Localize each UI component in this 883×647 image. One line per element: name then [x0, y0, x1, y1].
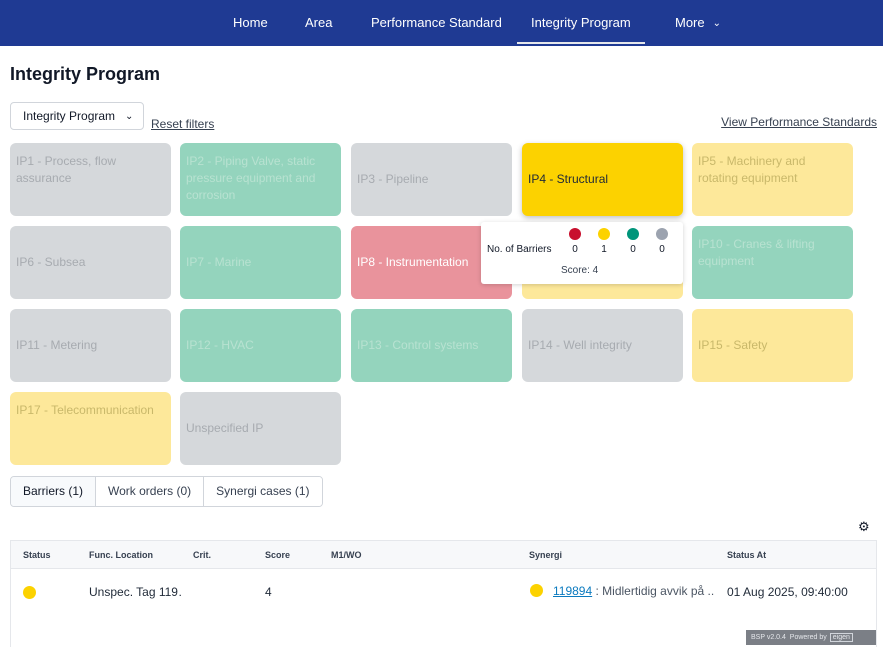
- green-count: 0: [630, 244, 636, 255]
- version-badge: BSP v2.0.4 Powered by eigen: [746, 630, 876, 645]
- ip-tile-label: IP12 - HVAC: [186, 338, 254, 352]
- column-header-status[interactable]: Status: [23, 550, 51, 560]
- synergi-case-link[interactable]: 119894: [553, 584, 593, 598]
- ip-tile-label: Unspecified IP: [186, 421, 264, 435]
- ip-tile[interactable]: IP7 - Marine: [180, 226, 341, 299]
- ip-tile[interactable]: IP4 - Structural: [522, 143, 683, 216]
- ip-tile[interactable]: IP13 - Control systems: [351, 309, 512, 382]
- column-header-m1wo[interactable]: M1/WO: [331, 550, 362, 560]
- column-header-score[interactable]: Score: [265, 550, 291, 560]
- tab-barriers[interactable]: Barriers (1): [11, 477, 97, 506]
- tab-synergi-cases[interactable]: Synergi cases (1): [204, 477, 322, 506]
- powered-by-text: Powered by: [789, 634, 827, 641]
- nav-performance-standard[interactable]: Performance Standard: [371, 15, 502, 30]
- ip-tile-label: IP10 - Cranes & lifting equipment: [698, 237, 815, 268]
- status-at-cell: 01 Aug 2025, 09:40:00: [727, 585, 848, 599]
- view-performance-standards-link[interactable]: View Performance Standards: [721, 115, 877, 129]
- barrier-tooltip: No. of Barriers 0 1 0 0 Score: 4: [481, 222, 683, 284]
- chevron-down-icon: ⌄: [125, 111, 134, 122]
- ip-tile[interactable]: IP6 - Subsea: [10, 226, 171, 299]
- func-location-cell: Unspec. Tag 119…: [89, 585, 181, 599]
- ip-tile[interactable]: IP17 - Telecommunication: [10, 392, 171, 465]
- ip-tile-label: IP1 - Process, flow assurance: [16, 154, 117, 185]
- ip-tile-label: IP7 - Marine: [186, 255, 252, 269]
- page-title: Integrity Program: [10, 64, 161, 84]
- version-text: BSP v2.0.4: [751, 634, 786, 641]
- ip-tile[interactable]: IP14 - Well integrity: [522, 309, 683, 382]
- nav-more-label: More: [675, 15, 705, 30]
- nav-area[interactable]: Area: [305, 15, 333, 30]
- nav-home[interactable]: Home: [233, 15, 268, 30]
- table-header: Status Func. Location Crit. Score M1/WO …: [11, 541, 876, 569]
- green-status-icon: [627, 228, 639, 240]
- synergi-status-icon: [530, 584, 543, 597]
- ip-tile-label: IP8 - Instrumentation: [357, 255, 469, 269]
- chevron-down-icon: ⌄: [712, 18, 722, 29]
- status-indicator-icon: [23, 586, 36, 599]
- ip-tile[interactable]: IP1 - Process, flow assurance: [10, 143, 171, 216]
- nav-integrity-program[interactable]: Integrity Program: [517, 0, 645, 46]
- yellow-count: 1: [601, 244, 607, 255]
- tab-work-orders[interactable]: Work orders (0): [96, 477, 205, 506]
- tooltip-label: No. of Barriers: [487, 244, 552, 255]
- grey-status-icon: [656, 228, 668, 240]
- filter-label: Integrity Program: [23, 109, 116, 123]
- red-status-icon: [569, 228, 581, 240]
- ip-tile-label: IP15 - Safety: [698, 338, 768, 352]
- red-count: 0: [572, 244, 578, 255]
- column-header-status-at[interactable]: Status At: [727, 550, 767, 560]
- eigen-logo: eigen: [829, 633, 853, 642]
- synergi-description: : Midlertidig avvik på ..: [592, 584, 715, 598]
- ip-tile-label: IP17 - Telecommunication: [16, 403, 154, 417]
- ip-tile-label: IP6 - Subsea: [16, 255, 86, 269]
- ip-tile-label: IP4 - Structural: [528, 172, 609, 186]
- barriers-table: Status Func. Location Crit. Score M1/WO …: [10, 540, 877, 647]
- ip-tile[interactable]: Unspecified IP: [180, 392, 341, 465]
- column-header-crit[interactable]: Crit.: [193, 550, 211, 560]
- ip-tile[interactable]: IP3 - Pipeline: [351, 143, 512, 216]
- ip-tile-label: IP2 - Piping Valve, static pressure equi…: [186, 154, 316, 202]
- top-navigation: Home Area Performance Standard Integrity…: [0, 0, 883, 46]
- ip-tile-label: IP5 - Machinery and rotating equipment: [698, 154, 806, 185]
- ip-tile[interactable]: IP5 - Machinery and rotating equipment: [692, 143, 853, 216]
- column-header-synergi[interactable]: Synergi: [529, 550, 563, 560]
- reset-filters-link[interactable]: Reset filters: [151, 117, 215, 131]
- ip-tile[interactable]: IP15 - Safety: [692, 309, 853, 382]
- grey-count: 0: [659, 244, 665, 255]
- score-cell: 4: [265, 585, 272, 599]
- yellow-status-icon: [598, 228, 610, 240]
- synergi-cell: 119894 : Midlertidig avvik på ..: [553, 584, 723, 598]
- ip-tile[interactable]: IP10 - Cranes & lifting equipment: [692, 226, 853, 299]
- tooltip-score: Score: 4: [561, 265, 599, 276]
- ip-tile-label: IP11 - Metering: [16, 338, 98, 352]
- ip-tile-label: IP3 - Pipeline: [357, 172, 429, 186]
- ip-tile[interactable]: IP12 - HVAC: [180, 309, 341, 382]
- ip-tile[interactable]: IP11 - Metering: [10, 309, 171, 382]
- integrity-program-filter[interactable]: Integrity Program ⌄: [10, 102, 144, 130]
- ip-tile-label: IP14 - Well integrity: [528, 338, 632, 352]
- nav-more[interactable]: More ⌄: [675, 0, 721, 46]
- ip-tile-label: IP13 - Control systems: [357, 338, 479, 352]
- detail-tabs: Barriers (1) Work orders (0) Synergi cas…: [10, 476, 323, 507]
- ip-tile[interactable]: IP2 - Piping Valve, static pressure equi…: [180, 143, 341, 216]
- column-header-func-location[interactable]: Func. Location: [89, 550, 153, 560]
- gear-icon[interactable]: ⚙: [858, 519, 870, 534]
